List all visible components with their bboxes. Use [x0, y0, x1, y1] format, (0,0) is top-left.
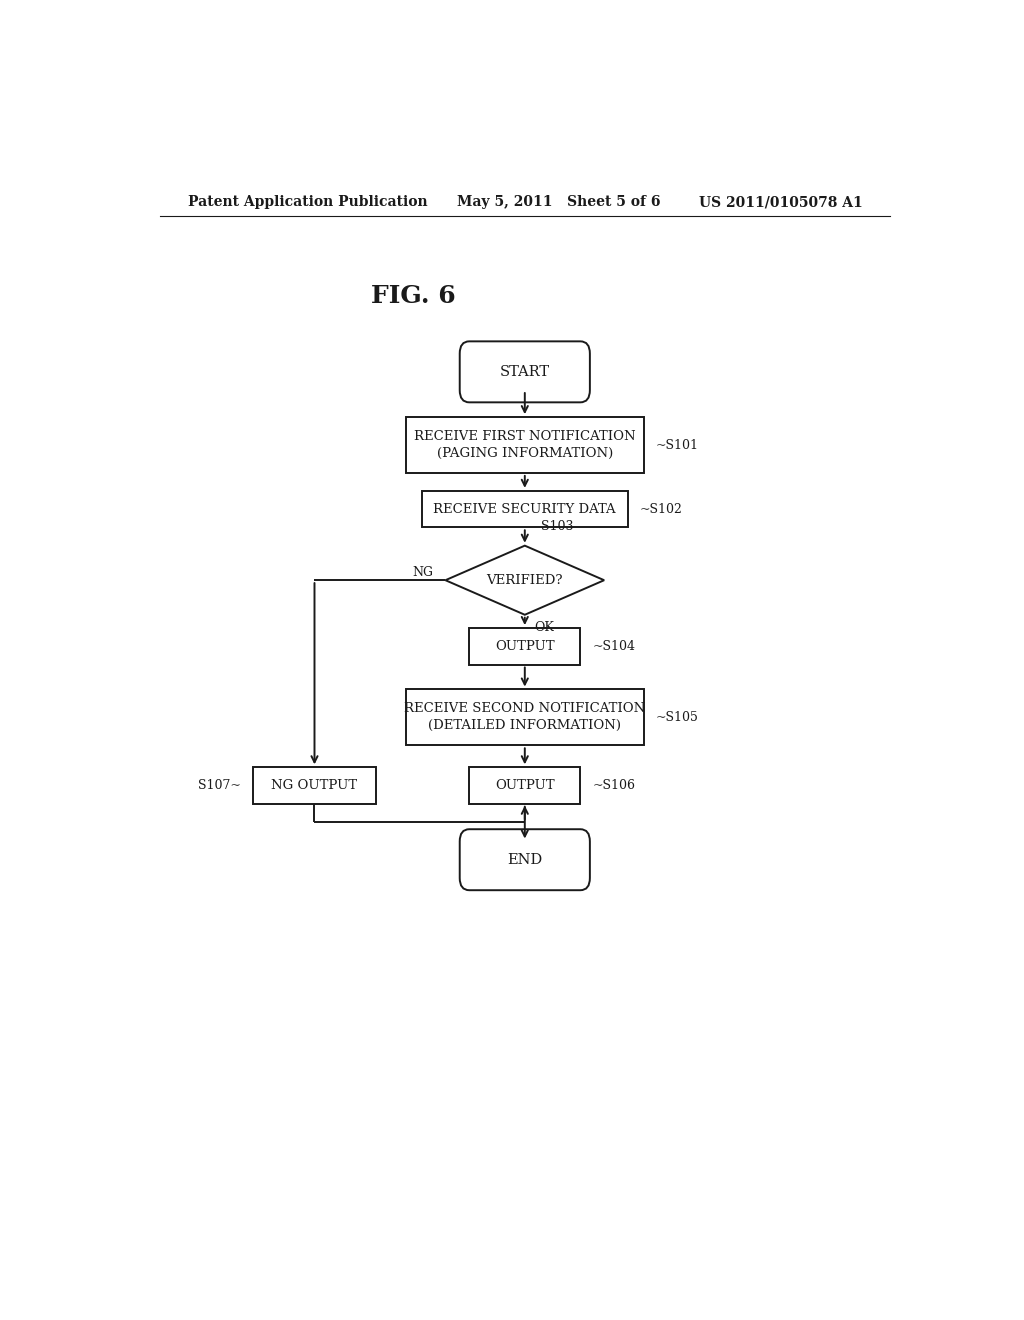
FancyBboxPatch shape	[460, 829, 590, 890]
Text: NG: NG	[413, 565, 433, 578]
Text: FIG. 6: FIG. 6	[372, 284, 456, 308]
Text: ~S105: ~S105	[655, 711, 698, 723]
Text: OK: OK	[535, 620, 554, 634]
Text: START: START	[500, 364, 550, 379]
Bar	[253, 767, 376, 804]
Text: OUTPUT: OUTPUT	[495, 640, 555, 653]
Text: ~S101: ~S101	[655, 438, 698, 451]
Text: OUTPUT: OUTPUT	[495, 779, 555, 792]
Text: S103: S103	[541, 520, 573, 533]
Bar	[422, 491, 628, 528]
Text: May 5, 2011   Sheet 5 of 6: May 5, 2011 Sheet 5 of 6	[458, 195, 660, 209]
Text: RECEIVE SECOND NOTIFICATION
(DETAILED INFORMATION): RECEIVE SECOND NOTIFICATION (DETAILED IN…	[404, 702, 645, 733]
Polygon shape	[445, 545, 604, 615]
Text: VERIFIED?: VERIFIED?	[486, 574, 563, 586]
Text: US 2011/0105078 A1: US 2011/0105078 A1	[699, 195, 863, 209]
Bar	[469, 767, 581, 804]
Text: NG OUTPUT: NG OUTPUT	[271, 779, 357, 792]
Text: ~S104: ~S104	[592, 640, 635, 653]
Text: END: END	[507, 853, 543, 867]
Text: RECEIVE FIRST NOTIFICATION
(PAGING INFORMATION): RECEIVE FIRST NOTIFICATION (PAGING INFOR…	[414, 430, 636, 461]
Text: Patent Application Publication: Patent Application Publication	[187, 195, 427, 209]
Bar	[469, 628, 581, 664]
Bar	[406, 417, 644, 473]
Text: ~S106: ~S106	[592, 779, 635, 792]
Text: S107~: S107~	[199, 779, 241, 792]
FancyBboxPatch shape	[460, 342, 590, 403]
Text: ~S102: ~S102	[640, 503, 683, 516]
Bar	[406, 689, 644, 746]
Text: RECEIVE SECURITY DATA: RECEIVE SECURITY DATA	[433, 503, 616, 516]
